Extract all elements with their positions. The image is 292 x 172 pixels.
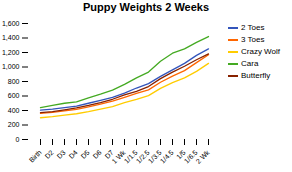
svg-text:1/6.5: 1/6.5 [182,148,199,165]
svg-text:1/4.5: 1/4.5 [159,149,175,165]
html-text:2 Toes: 2 Toes [241,23,265,32]
svg-text:1,600: 1,600 [2,20,20,27]
svg-text:200: 200 [8,121,20,128]
svg-text:2 Wk: 2 Wk [195,148,212,165]
svg-text:1,200: 1,200 [2,49,20,56]
svg-text:0: 0 [16,136,20,143]
svg-text:800: 800 [8,78,20,85]
svg-text:1,000: 1,000 [2,63,20,70]
svg-text:1/2.5: 1/2.5 [134,148,151,165]
svg-text:1/5: 1/5 [175,148,187,161]
svg-text:1,400: 1,400 [2,34,20,41]
svg-text:D3: D3 [56,149,67,160]
svg-text:D7: D7 [103,148,115,160]
html-text:Cara: Cara [241,59,259,68]
svg-text:D6: D6 [92,149,103,160]
svg-text:1/1.5: 1/1.5 [122,148,139,165]
svg-text:Birth: Birth [28,149,43,164]
svg-text:D4: D4 [68,149,79,160]
html-text:3 Toes: 3 Toes [241,35,265,44]
html-text:Butterfly: Butterfly [241,71,271,80]
svg-text:600: 600 [8,92,20,99]
svg-text:400: 400 [8,107,20,114]
html-text:Puppy Weights 2 Weeks: Puppy Weights 2 Weeks [82,1,210,13]
svg-text:D2: D2 [44,149,55,160]
html-text:Crazy Wolf: Crazy Wolf [241,47,280,56]
svg-text:1/3.5: 1/3.5 [146,148,163,165]
svg-text:D5: D5 [80,149,91,160]
svg-text:1 Wk: 1 Wk [110,148,127,165]
